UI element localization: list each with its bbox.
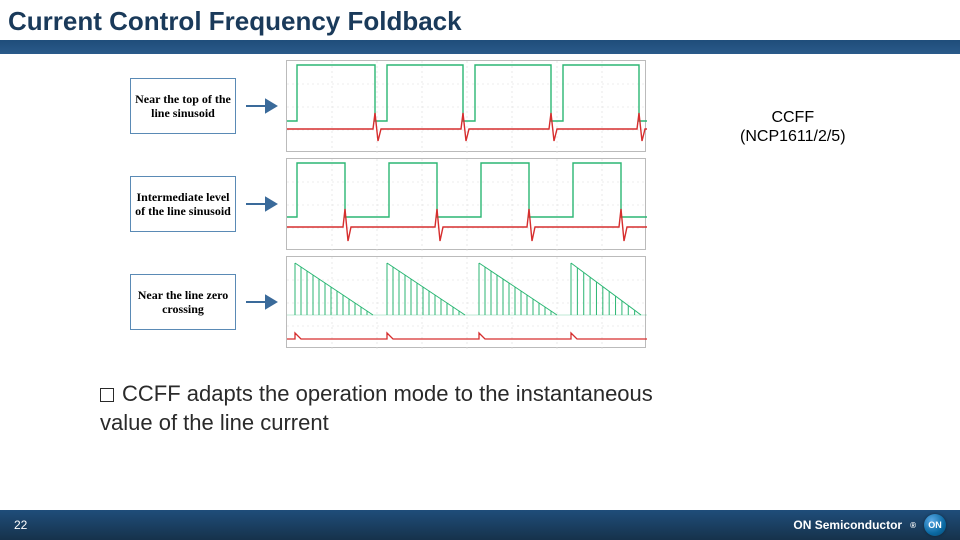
figure-area: Near the top of the line sinusoid Interme… <box>130 60 650 354</box>
page-number: 22 <box>14 518 27 532</box>
page-title: Current Control Frequency Foldback <box>0 0 960 37</box>
label-box-top: Near the top of the line sinusoid <box>130 78 236 134</box>
figure-row-mid: Intermediate level of the line sinusoid <box>130 158 650 250</box>
annotation-line2: (NCP1611/2/5) <box>740 127 846 146</box>
bullet-square-icon <box>100 388 114 402</box>
figure-row-top: Near the top of the line sinusoid <box>130 60 650 152</box>
arrow-icon <box>244 194 278 214</box>
bullet-block: CCFF adapts the operation mode to the in… <box>100 380 660 437</box>
figure-row-zero: Near the line zero crossing <box>130 256 650 348</box>
label-box-zero: Near the line zero crossing <box>130 274 236 330</box>
brand-badge-icon: ON <box>924 514 946 536</box>
waveform-chart-top <box>286 60 646 152</box>
arrow-icon <box>244 292 278 312</box>
brand: ON Semiconductor® ON <box>793 514 946 536</box>
footer-bar: 22 ON Semiconductor® ON <box>0 510 960 540</box>
bullet-text: CCFF adapts the operation mode to the in… <box>100 381 653 435</box>
annotation-ccff: CCFF (NCP1611/2/5) <box>740 108 846 146</box>
header-band <box>0 40 960 54</box>
waveform-chart-zero <box>286 256 646 348</box>
brand-text: ON Semiconductor <box>793 518 902 532</box>
waveform-chart-mid <box>286 158 646 250</box>
annotation-line1: CCFF <box>740 108 846 127</box>
arrow-icon <box>244 96 278 116</box>
label-box-mid: Intermediate level of the line sinusoid <box>130 176 236 232</box>
